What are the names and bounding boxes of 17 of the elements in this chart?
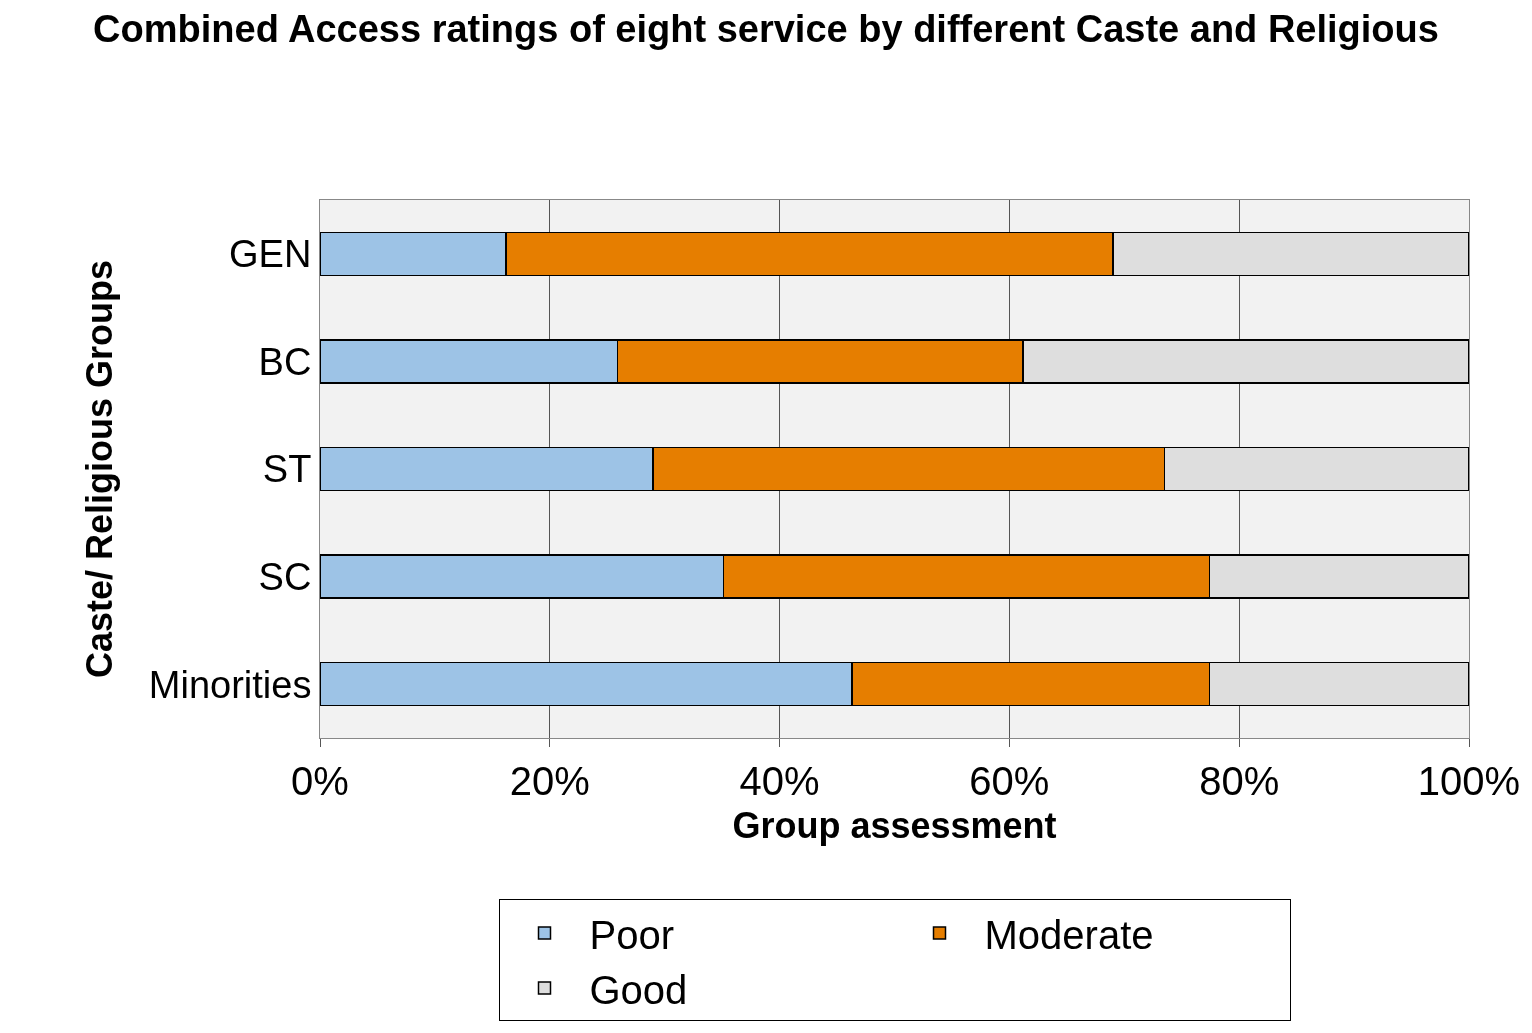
legend-label: Good [589, 967, 688, 1012]
x-tick-label: 100% [1417, 759, 1521, 803]
y-tick-label: ST [262, 448, 312, 491]
y-tick-label: BC [258, 340, 312, 383]
x-tick-label: 60% [969, 759, 1050, 803]
chart-title: Combined Access ratings of eight service by different Caste and Religious [93, 8, 1439, 51]
y-tick-label: GEN [229, 233, 312, 276]
x-tick-label: 20% [509, 759, 590, 803]
x-tick-label: 80% [1199, 759, 1280, 803]
legend-label: Poor [589, 912, 674, 957]
legend-label: Moderate [984, 912, 1154, 957]
y-tick-label: SC [258, 555, 312, 598]
x-axis-title: Group assessment [732, 804, 1057, 846]
x-tick-label: 0% [291, 759, 349, 803]
y-axis-title: Caste/ Religious Groups [78, 259, 120, 679]
y-tick-label: Minorities [148, 663, 312, 706]
x-tick-label: 40% [739, 759, 820, 803]
